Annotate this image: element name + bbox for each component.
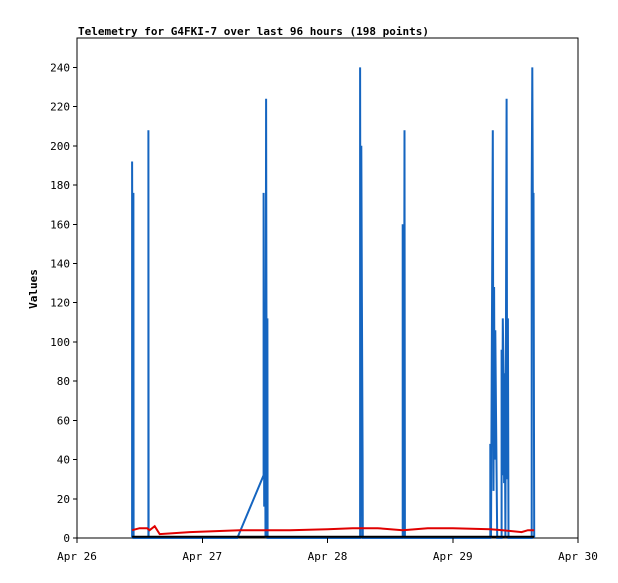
y-tick-label: 100 bbox=[50, 336, 70, 349]
y-tick-label: 80 bbox=[57, 375, 70, 388]
y-tick-label: 220 bbox=[50, 101, 70, 114]
x-tick-label: Apr 29 bbox=[433, 550, 473, 563]
x-axis: Apr 26 Apr 27 Apr 28 Apr 29 Apr 30 bbox=[57, 538, 598, 563]
y-axis-title: Values bbox=[27, 269, 40, 309]
y-tick-label: 240 bbox=[50, 61, 70, 74]
y-axis: 0 20 40 60 80 100 120 140 160 180 200 220 240 bbox=[50, 61, 77, 545]
series-line-1 bbox=[131, 524, 535, 536]
series-line-0 bbox=[131, 67, 536, 539]
y-tick-label: 140 bbox=[50, 257, 70, 270]
plot-area bbox=[76, 37, 579, 539]
y-tick-label: 180 bbox=[50, 179, 70, 192]
x-tick-label: Apr 30 bbox=[558, 550, 598, 563]
y-tick-label: 200 bbox=[50, 140, 70, 153]
y-tick-label: 160 bbox=[50, 218, 70, 231]
y-tick-label: 120 bbox=[50, 297, 70, 310]
chart-title: Telemetry for G4FKI-7 over last 96 hours… bbox=[78, 25, 429, 38]
y-tick-label: 20 bbox=[57, 493, 70, 506]
x-tick-label: Apr 28 bbox=[308, 550, 348, 563]
y-tick-label: 40 bbox=[57, 454, 70, 467]
y-tick-label: 60 bbox=[57, 414, 70, 427]
x-tick-label: Apr 26 bbox=[57, 550, 97, 563]
x-tick-label: Apr 27 bbox=[182, 550, 222, 563]
y-tick-label: 0 bbox=[63, 532, 70, 545]
